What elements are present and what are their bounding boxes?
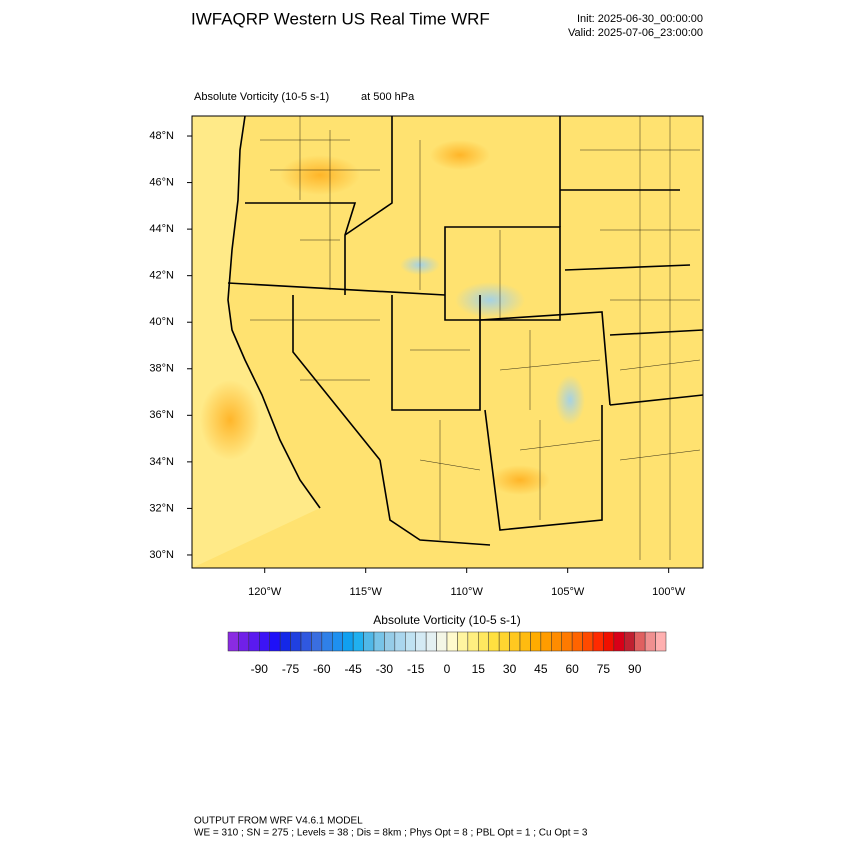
colorbar-box <box>634 631 646 652</box>
colorbar-box <box>603 631 615 652</box>
lon-tick-label: 115°W <box>350 586 383 598</box>
colorbar-box <box>519 631 531 652</box>
axes: 30°N 32°N 34°N 36°N 38°N 40°N 42°N 44°N 46°N 48°N… <box>149 130 685 598</box>
colorbar-box <box>571 631 583 652</box>
colorbar-box <box>415 631 427 652</box>
colorbar-tick-label: -75 <box>282 662 300 676</box>
colorbar-box <box>363 631 375 652</box>
colorbar-tick-label: 90 <box>628 662 642 676</box>
valid-time: Valid: 2025-07-06_23:00:00 <box>568 27 703 39</box>
colorbar-tick-label: -60 <box>313 662 331 676</box>
colorbar-box <box>655 631 667 652</box>
colorbar-box <box>290 631 302 652</box>
lat-tick-label: 42°N <box>149 270 174 282</box>
colorbar-box <box>582 631 594 652</box>
lat-tick-label: 36°N <box>149 409 174 421</box>
colorbar-box <box>624 631 635 652</box>
colorbar-box <box>509 631 521 652</box>
level-label: at 500 hPa <box>361 91 415 103</box>
colorbar-box <box>269 631 281 652</box>
colorbar-box <box>592 631 604 652</box>
colorbar-box <box>332 631 343 652</box>
lon-tick-label: 120°W <box>248 586 282 598</box>
colorbar-box <box>498 631 510 652</box>
colorbar-tick-label: 60 <box>565 662 579 676</box>
colorbar-box <box>488 631 500 652</box>
colorbar-box <box>300 631 312 652</box>
colorbar-box <box>644 631 656 652</box>
lat-tick-label: 40°N <box>149 316 174 328</box>
colorbar-tick-label: 45 <box>534 662 548 676</box>
colorbar-box <box>342 631 354 652</box>
lat-tick-label: 32°N <box>149 502 174 514</box>
colorbar-box <box>311 631 323 652</box>
colorbar-tick-label: -30 <box>376 662 394 676</box>
colorbar-box <box>425 631 437 652</box>
lon-tick-label: 105°W <box>551 586 585 598</box>
lon-tick-label: 110°W <box>451 586 484 598</box>
map <box>192 116 703 568</box>
colorbar-title: Absolute Vorticity (10-5 s-1) <box>373 613 520 627</box>
colorbar-box <box>227 631 239 652</box>
colorbar-tick-label: -15 <box>407 662 425 676</box>
colorbar-tick-label: -90 <box>251 662 269 676</box>
lon-tick-label: 100°W <box>652 586 686 598</box>
field-label: Absolute Vorticity (10-5 s-1) <box>194 91 329 103</box>
footer-line: WE = 310 ; SN = 275 ; Levels = 38 ; Dis … <box>194 828 588 839</box>
colorbar-box <box>478 631 489 652</box>
colorbar-box <box>436 631 448 652</box>
lat-tick-label: 48°N <box>149 130 174 142</box>
colorbar-box <box>613 631 625 652</box>
colorbar-box <box>248 631 260 652</box>
footer-line: OUTPUT FROM WRF V4.6.1 MODEL <box>194 816 363 827</box>
lat-tick-label: 38°N <box>149 363 174 375</box>
title: IWFAQRP Western US Real Time WRF <box>191 9 490 28</box>
colorbar-box <box>373 631 385 652</box>
colorbar-box <box>561 631 573 652</box>
colorbar-box <box>446 631 458 652</box>
map-frame <box>191 115 704 569</box>
colorbar-box <box>384 631 396 652</box>
lat-tick-label: 30°N <box>149 549 174 561</box>
colorbar-box <box>551 631 562 652</box>
colorbar-box <box>321 631 333 652</box>
colorbar-box <box>352 631 364 652</box>
colorbar-tick-label: 15 <box>472 662 486 676</box>
colorbar: -90 -75 -60 -45 -30 -15 0 15 30 45 60 75 90 <box>227 631 667 676</box>
colorbar-box <box>394 631 406 652</box>
colorbar-box <box>530 631 542 652</box>
lat-tick-label: 34°N <box>149 456 174 468</box>
colorbar-box <box>259 631 270 652</box>
lat-tick-label: 46°N <box>149 176 174 188</box>
colorbar-tick-label: 0 <box>444 662 451 676</box>
colorbar-box <box>467 631 479 652</box>
colorbar-box <box>405 631 416 652</box>
colorbar-box <box>279 631 291 652</box>
colorbar-tick-label: 75 <box>597 662 611 676</box>
init-time: Init: 2025-06-30_00:00:00 <box>577 13 703 25</box>
colorbar-tick-label: 30 <box>503 662 517 676</box>
colorbar-box <box>238 631 250 652</box>
colorbar-box <box>457 631 469 652</box>
colorbar-tick-label: -45 <box>344 662 362 676</box>
colorbar-box <box>540 631 552 652</box>
lat-tick-label: 44°N <box>149 223 174 235</box>
